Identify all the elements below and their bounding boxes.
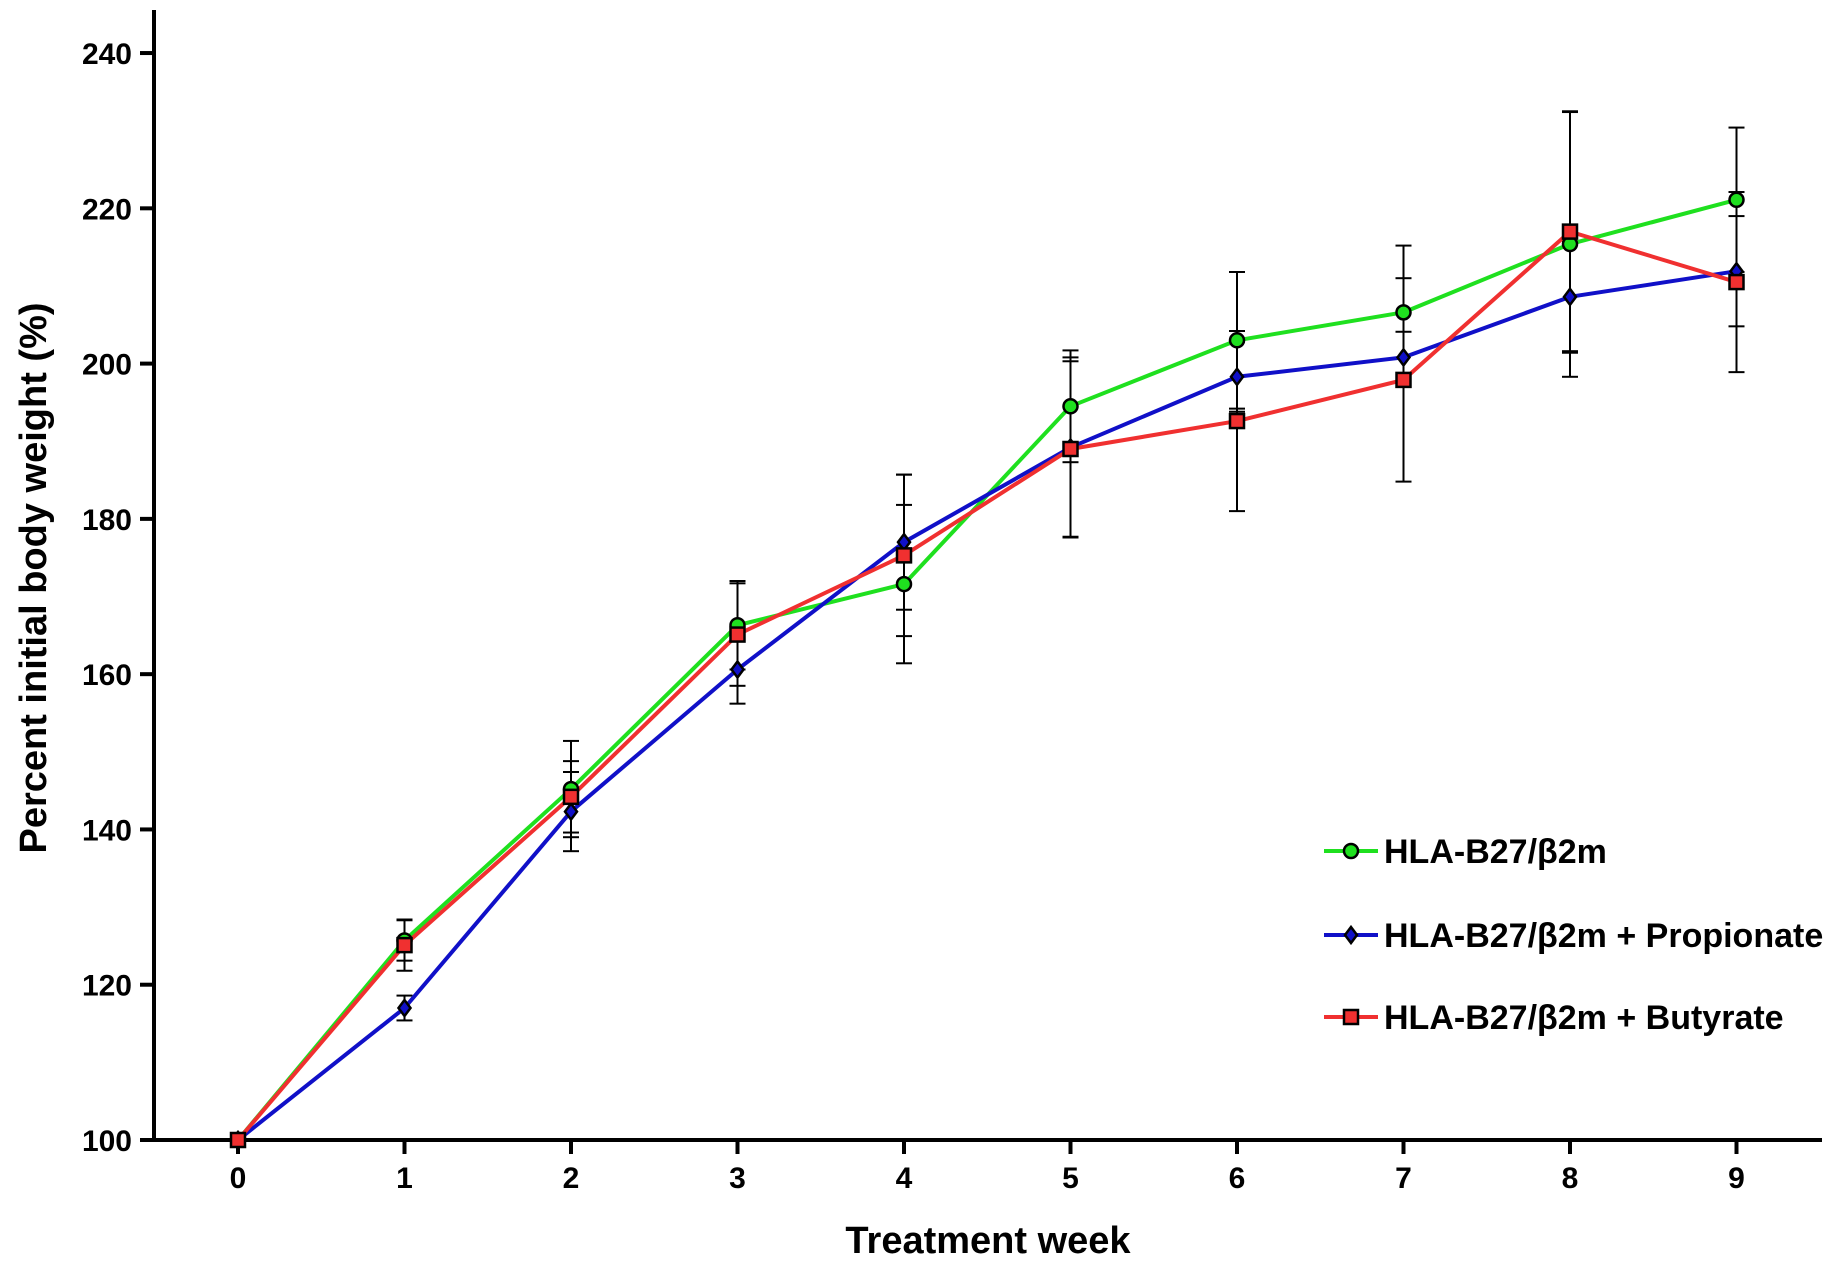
x-tick-label-5: 5 — [1062, 1162, 1079, 1195]
legend-label-0: HLA-B27/β2m — [1384, 833, 1607, 871]
x-tick-label-1: 1 — [396, 1162, 413, 1195]
legend-label-1: HLA-B27/β2m + Propionate — [1384, 917, 1823, 955]
legend-entry-2: HLA-B27/β2m + Butyrate — [1324, 999, 1784, 1037]
legend: HLA-B27/β2m HLA-B27/β2m + Propionate HLA-B… — [1324, 833, 1823, 1037]
x-tick-label-7: 7 — [1395, 1162, 1412, 1195]
series-lines — [236, 197, 1738, 1142]
marker-s1-w3 — [729, 659, 746, 680]
series-line-1 — [236, 269, 1737, 1142]
error-bars — [396, 110, 1745, 1022]
marker-s2-w5 — [1062, 440, 1079, 458]
marker-s0-w5 — [1062, 398, 1079, 415]
marker-s0-w4 — [895, 575, 913, 593]
marker-s0-w6 — [1228, 332, 1246, 349]
x-tick-label-8: 8 — [1562, 1162, 1579, 1195]
marker-s2-w9 — [1728, 273, 1745, 291]
marker-s2-w0 — [229, 1131, 247, 1149]
marker-s2-w3 — [729, 626, 746, 643]
marker-s1-w6 — [1229, 366, 1245, 387]
marker-s0-w7 — [1395, 304, 1412, 321]
y-tick-label-180: 180 — [82, 504, 132, 537]
marker-s1-w8 — [1562, 286, 1578, 307]
x-axis-title: Treatment week — [845, 1220, 1131, 1261]
y-tick-label-120: 120 — [82, 970, 132, 1003]
marker-s2-w4 — [895, 547, 913, 564]
marker-s2-w8 — [1561, 223, 1579, 240]
legend-marker-1 — [1343, 924, 1359, 946]
marker-s1-w1 — [396, 997, 413, 1019]
x-tick-label-0: 0 — [230, 1162, 247, 1195]
data-markers — [229, 191, 1745, 1151]
legend-marker-2 — [1342, 1008, 1360, 1026]
marker-s2-w7 — [1395, 371, 1412, 389]
marker-s1-w2 — [563, 801, 579, 822]
marker-s1-w7 — [1395, 347, 1412, 368]
marker-s2-w1 — [396, 936, 413, 954]
marker-s2-w6 — [1228, 412, 1246, 430]
y-tick-label-240: 240 — [82, 38, 132, 71]
y-tick-label-140: 140 — [82, 814, 132, 847]
x-tick-label-6: 6 — [1229, 1162, 1246, 1195]
y-tick-label-100: 100 — [82, 1125, 132, 1158]
marker-s0-w9 — [1728, 191, 1745, 209]
legend-entry-1: HLA-B27/β2m + Propionate — [1324, 917, 1823, 955]
marker-s2-w2 — [562, 788, 580, 806]
y-tick-label-160: 160 — [82, 659, 132, 692]
axes: 100 120 140 160 180 200 220 240 0 1 2 3 4 5 6 7 8 9 — [82, 10, 1822, 1195]
x-tick-label-2: 2 — [563, 1162, 580, 1195]
y-tick-label-200: 200 — [82, 349, 132, 382]
x-tick-label-9: 9 — [1728, 1162, 1745, 1195]
x-tick-label-3: 3 — [729, 1162, 746, 1195]
x-tick-label-4: 4 — [896, 1162, 913, 1195]
y-axis-title: Percent initial body weight (%) — [13, 302, 55, 853]
legend-entry-0: HLA-B27/β2m — [1324, 833, 1607, 871]
legend-marker-0 — [1342, 842, 1360, 860]
series-line-2 — [236, 229, 1738, 1142]
y-tick-label-220: 220 — [82, 193, 132, 226]
legend-label-2: HLA-B27/β2m + Butyrate — [1384, 999, 1784, 1037]
